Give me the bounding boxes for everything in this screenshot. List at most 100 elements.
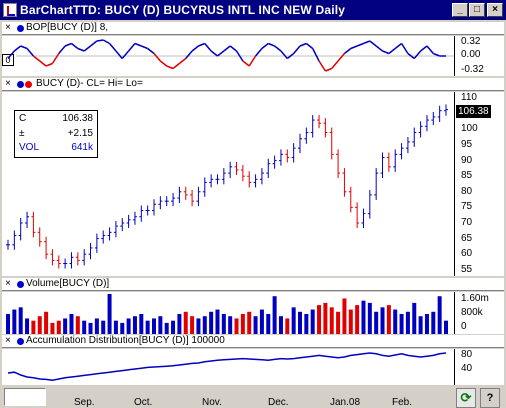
- bop-line-segment: [400, 43, 409, 54]
- info-row-change: ± +2.15: [19, 128, 93, 141]
- volume-bar: [393, 309, 398, 334]
- ad-panel-close-icon[interactable]: ×: [5, 335, 11, 346]
- volume-bar: [44, 311, 49, 334]
- volume-bar: [25, 318, 30, 334]
- bop-scale: 0.32 0.00 -0.32: [454, 36, 502, 76]
- price-panel-close-icon[interactable]: ×: [5, 78, 11, 89]
- bop-line-segment: [229, 45, 237, 52]
- volume-bar: [196, 318, 201, 334]
- price-scale-label: 90: [461, 154, 473, 166]
- month-label: Nov.: [202, 397, 222, 408]
- price-scale-label: 80: [461, 185, 473, 197]
- bop-line-segment: [147, 47, 155, 55]
- bop-line-segment: [299, 42, 307, 47]
- maximize-button[interactable]: □: [469, 3, 485, 17]
- bop-line-segment: [235, 50, 244, 62]
- bop-line-segment: [350, 45, 358, 50]
- volume-bar: [298, 311, 302, 334]
- volume-bar: [240, 314, 245, 334]
- ad-panel-header: × Accumulation Distribution[BUCY (D)] 10…: [2, 335, 504, 348]
- volume-scale-label: 800k: [461, 307, 483, 318]
- volume-bar: [323, 302, 328, 334]
- price-scale: 110105100959085807570656055: [454, 92, 502, 276]
- window-title: BarChartTTD: BUCY (D) BUCYRUS INTL INC N…: [20, 3, 346, 17]
- volume-bar: [380, 307, 385, 334]
- bop-line-segment: [134, 42, 142, 47]
- bop-line-segment: [267, 42, 275, 47]
- month-label: Dec.: [268, 397, 289, 408]
- price-scale-label: 70: [461, 216, 473, 228]
- bop-line-segment: [394, 42, 403, 50]
- volume-scale-label: 1.60m: [461, 293, 489, 304]
- volume-bar: [418, 316, 423, 334]
- month-label: Oct.: [134, 397, 153, 408]
- bop-line-segment: [121, 50, 130, 59]
- volume-bar: [285, 318, 290, 334]
- volume-bar: [361, 300, 366, 334]
- volume-bar: [399, 314, 404, 334]
- volume-bar: [374, 311, 379, 334]
- volume-bar: [253, 316, 258, 334]
- bop-line-segment: [141, 45, 148, 50]
- bop-line-segment: [286, 52, 295, 60]
- volume-bar: [183, 311, 188, 334]
- volume-bar: [437, 296, 442, 334]
- info-close-value: 106.38: [62, 113, 93, 124]
- volume-bar: [405, 311, 410, 334]
- volume-bar: [317, 305, 322, 334]
- bop-line-segment: [108, 43, 117, 52]
- help-button[interactable]: ?: [480, 388, 500, 408]
- price-scale-label: 95: [461, 139, 473, 151]
- volume-bar: [18, 307, 23, 334]
- bop-scale-label: 0.32: [461, 36, 481, 47]
- volume-bar: [266, 314, 271, 334]
- volume-bar: [310, 309, 315, 334]
- volume-bar: [145, 320, 150, 334]
- volume-bar: [63, 318, 68, 334]
- bop-panel: 0 0.32 0.00 -0.32: [2, 36, 504, 76]
- bop-line-segment: [204, 43, 212, 52]
- info-row-volume: VOL 641k: [19, 142, 93, 155]
- info-volume-value: 641k: [71, 142, 93, 153]
- refresh-button[interactable]: ⟳: [456, 388, 476, 408]
- volume-scale-label: 0: [461, 321, 467, 332]
- bop-line-segment: [337, 53, 346, 62]
- volume-bar: [221, 314, 226, 334]
- info-row-close: C 106.38: [19, 113, 93, 126]
- bop-line-segment: [39, 60, 47, 67]
- volume-bar: [234, 318, 239, 334]
- volume-bar: [126, 318, 131, 334]
- bop-line-segment: [153, 53, 161, 62]
- bop-line-segment: [83, 45, 91, 52]
- volume-bar: [164, 322, 169, 334]
- symbol-input[interactable]: [4, 388, 46, 406]
- ad-scale-label: 40: [461, 363, 473, 374]
- volume-bar: [336, 311, 341, 334]
- minimize-button[interactable]: _: [452, 3, 468, 17]
- volume-bar: [367, 302, 372, 334]
- bop-line-segment: [185, 50, 193, 59]
- bop-line-segment: [128, 43, 136, 52]
- volume-bar: [82, 320, 87, 334]
- bop-line-segment: [254, 48, 263, 57]
- bop-line-segment: [388, 47, 396, 55]
- ad-line: [7, 352, 447, 381]
- bop-line-segment: [198, 42, 206, 47]
- month-label: Sep.: [74, 397, 95, 408]
- bop-panel-close-icon[interactable]: ×: [5, 22, 11, 33]
- bop-line-segment: [217, 50, 225, 57]
- volume-bar-chart: [6, 294, 448, 334]
- volume-panel: 1.60m 800k 0: [2, 292, 504, 334]
- bop-line-segment: [45, 62, 53, 67]
- last-price-tag: 106.38: [456, 105, 491, 118]
- bop-line-segment: [58, 45, 66, 54]
- bop-line-segment: [26, 48, 34, 57]
- price-scale-label: 110: [461, 92, 477, 104]
- volume-bar: [50, 322, 55, 334]
- close-button[interactable]: ×: [487, 3, 503, 17]
- volume-panel-close-icon[interactable]: ×: [5, 278, 11, 289]
- bop-line-segment: [280, 50, 288, 59]
- volume-bar: [247, 311, 252, 334]
- ad-scale: 80 40: [454, 349, 502, 385]
- barchart-app-icon: [3, 3, 17, 17]
